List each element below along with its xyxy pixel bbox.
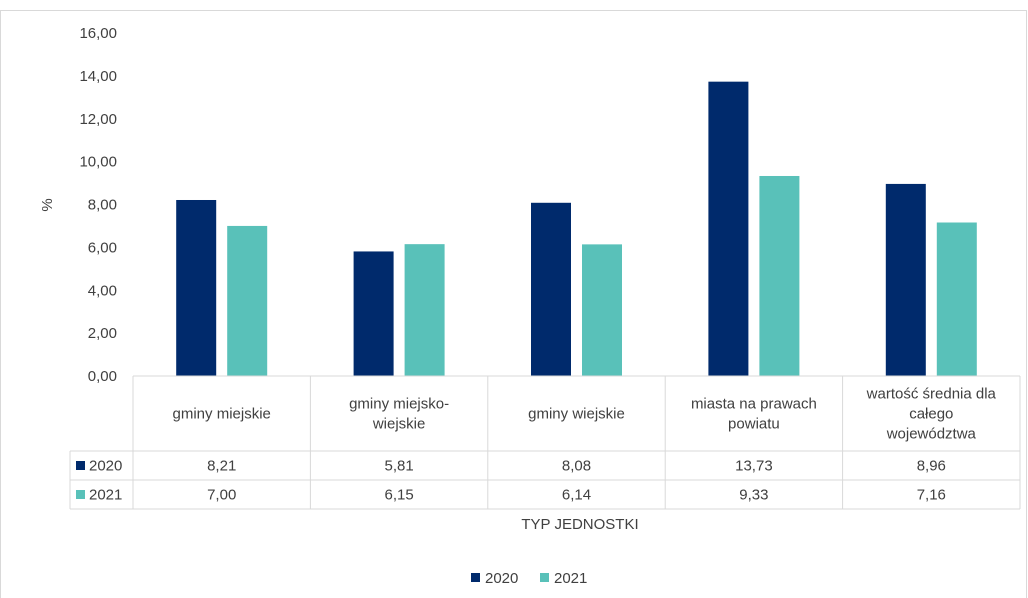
chart-frame	[0, 10, 1027, 598]
y-tick-label: 4,00	[88, 282, 117, 299]
table-value: 8,08	[562, 458, 591, 475]
legend-key-2020	[471, 573, 480, 582]
category-label: miasta na prawach	[691, 396, 817, 413]
table-legend-key-2021	[76, 490, 85, 499]
y-tick-label: 8,00	[88, 197, 117, 214]
table-legend-key-2020	[76, 461, 85, 470]
category-label: wartość średnia dla	[866, 386, 997, 403]
category-label: województwa	[886, 426, 977, 443]
category-label: gminy miejskie	[173, 406, 271, 423]
bar-2020-4	[885, 183, 926, 376]
table-value: 6,14	[562, 487, 591, 504]
bar-2020-3	[708, 81, 749, 377]
legend-label: 2020	[485, 570, 518, 587]
table-value: 13,73	[735, 458, 773, 475]
bar-2020-1	[353, 251, 394, 376]
table-value: 7,00	[207, 487, 236, 504]
y-tick-label: 12,00	[79, 111, 117, 128]
y-axis-label: %	[39, 198, 56, 211]
bar-2020-2	[531, 202, 571, 376]
legend-key-2021	[540, 573, 549, 582]
category-label: wiejskie	[372, 416, 426, 433]
table-value: 8,21	[207, 458, 236, 475]
table-value: 5,81	[384, 458, 413, 475]
y-tick-label: 2,00	[88, 325, 117, 342]
table-value: 6,15	[384, 487, 413, 504]
table-series-name: 2021	[89, 487, 122, 504]
y-tick-label: 6,00	[88, 239, 117, 256]
y-tick-label: 16,00	[79, 25, 117, 42]
table-value: 7,16	[917, 487, 946, 504]
bar-2021-2	[582, 244, 622, 376]
bar-2021-1	[404, 244, 445, 376]
y-tick-label: 14,00	[79, 68, 117, 85]
legend-label: 2021	[554, 570, 587, 587]
category-label: całego	[909, 406, 953, 423]
bar-2021-4	[936, 222, 977, 376]
y-tick-label: 10,00	[79, 154, 117, 171]
y-tick-label: 0,00	[88, 368, 117, 385]
bar-2021-0	[227, 225, 268, 376]
table-value: 9,33	[739, 487, 768, 504]
category-label: gminy wiejskie	[528, 406, 625, 423]
bar-2021-3	[759, 175, 800, 376]
bar-2020-0	[176, 199, 217, 376]
x-axis-label: TYP JEDNOSTKI	[521, 516, 638, 533]
category-label: gminy miejsko-	[349, 396, 449, 413]
category-label: powiatu	[728, 416, 780, 433]
table-value: 8,96	[917, 458, 946, 475]
table-series-name: 2020	[89, 458, 122, 475]
